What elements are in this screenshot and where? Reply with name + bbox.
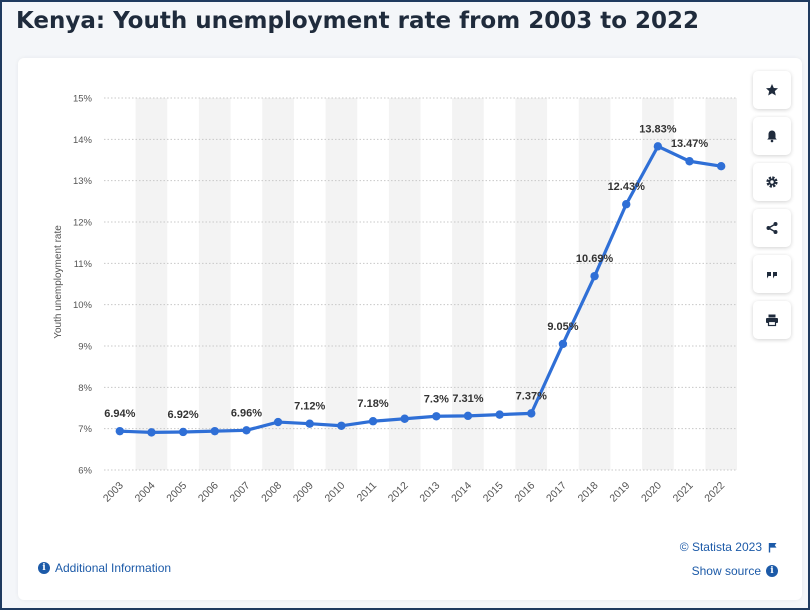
bell-icon: [767, 130, 777, 143]
data-label: 10.69%: [576, 253, 614, 265]
data-point: [178, 427, 188, 437]
share-button[interactable]: [753, 209, 791, 247]
y-tick-label: 6%: [78, 466, 92, 477]
info-icon: i: [766, 565, 778, 577]
x-tick-label: 2008: [259, 480, 284, 505]
x-tick-label: 2014: [449, 480, 474, 505]
x-tick-label: 2004: [133, 480, 158, 505]
data-point: [273, 417, 283, 427]
x-tick-label: 2003: [101, 480, 126, 505]
x-tick-label: 2022: [702, 480, 727, 505]
data-point: [432, 412, 441, 421]
star-icon: [766, 84, 778, 96]
info-icon: i: [38, 562, 50, 574]
chart-toolbar: [753, 71, 791, 347]
y-tick-label: 15%: [73, 94, 93, 105]
data-point: [147, 428, 156, 437]
y-tick-label: 9%: [78, 342, 92, 353]
favorite-button[interactable]: [753, 71, 791, 109]
column-band: [135, 98, 168, 470]
data-point: [115, 426, 125, 436]
data-label: 7.31%: [452, 393, 483, 405]
data-label: 7.3%: [424, 393, 449, 405]
y-axis-label: Youth unemployment rate: [53, 225, 64, 339]
data-point: [685, 157, 694, 166]
x-tick-label: 2016: [512, 480, 537, 505]
data-label: 12.43%: [608, 181, 646, 193]
y-tick-label: 12%: [73, 218, 93, 229]
x-tick-label: 2018: [576, 480, 601, 505]
additional-information-label: Additional Information: [55, 561, 172, 575]
additional-information-link[interactable]: i Additional Information: [38, 561, 171, 575]
settings-button[interactable]: [753, 163, 791, 201]
data-label: 7.18%: [357, 398, 388, 410]
notification-button[interactable]: [753, 117, 791, 155]
x-tick-label: 2005: [164, 480, 189, 505]
cite-button[interactable]: [753, 255, 791, 293]
column-band: [452, 98, 484, 470]
x-tick-label: 2012: [386, 480, 411, 505]
data-point: [590, 271, 599, 281]
x-tick-label: 2020: [639, 480, 664, 505]
data-label: 6.94%: [104, 408, 135, 420]
print-icon: [766, 314, 778, 327]
data-label: 6.96%: [231, 407, 262, 419]
data-point: [622, 200, 631, 209]
data-point: [463, 411, 473, 421]
data-label: 13.47%: [671, 138, 709, 150]
x-tick-label: 2007: [228, 480, 253, 505]
show-source-link[interactable]: Show source i: [692, 564, 778, 578]
y-tick-label: 8%: [78, 383, 92, 394]
data-point: [368, 417, 378, 426]
show-source-label: Show source: [691, 564, 761, 578]
data-point: [305, 419, 314, 428]
gear-icon: [766, 176, 778, 188]
data-point: [210, 426, 219, 436]
data-point: [558, 339, 568, 349]
share-icon: [766, 222, 778, 234]
column-band: [262, 98, 294, 470]
column-band: [325, 98, 358, 470]
series-line: [118, 144, 723, 434]
data-point: [527, 409, 536, 418]
data-label: 7.37%: [516, 390, 547, 402]
x-tick-label: 2010: [322, 480, 347, 505]
data-point: [495, 410, 504, 419]
column-band: [388, 98, 421, 470]
page-title: Kenya: Youth unemployment rate from 2003…: [16, 8, 700, 34]
data-point: [337, 421, 346, 430]
data-label: 13.83%: [639, 123, 677, 135]
x-tick-label: 2009: [291, 480, 316, 505]
copyright-text: © Statista 2023: [679, 540, 762, 554]
data-point: [242, 426, 251, 435]
column-band: [515, 98, 548, 470]
data-point: [400, 414, 409, 423]
x-tick-label: 2011: [355, 480, 380, 505]
data-label: 7.12%: [294, 401, 325, 413]
column-band: [705, 98, 737, 470]
quote-icon: [767, 272, 777, 279]
data-point: [653, 142, 663, 151]
y-tick-label: 11%: [74, 259, 93, 270]
column-band: [642, 98, 674, 470]
x-tick-label: 2013: [417, 480, 442, 505]
data-point: [716, 162, 726, 171]
column-band: [578, 98, 611, 470]
x-tick-label: 2021: [671, 480, 696, 505]
y-tick-label: 14%: [73, 135, 93, 146]
x-tick-label: 2019: [607, 480, 632, 505]
data-label: 6.92%: [168, 409, 199, 421]
print-button[interactable]: [753, 301, 791, 339]
x-tick-label: 2017: [544, 480, 569, 505]
copyright[interactable]: © Statista 2023: [680, 540, 778, 554]
y-tick-label: 7%: [78, 424, 92, 435]
flag-icon: [768, 542, 777, 552]
data-label: 9.05%: [547, 321, 578, 333]
y-tick-label: 10%: [73, 300, 93, 311]
y-tick-label: 13%: [73, 176, 93, 187]
x-tick-label: 2015: [481, 480, 506, 505]
column-band: [198, 98, 231, 470]
x-tick-label: 2006: [196, 480, 221, 505]
